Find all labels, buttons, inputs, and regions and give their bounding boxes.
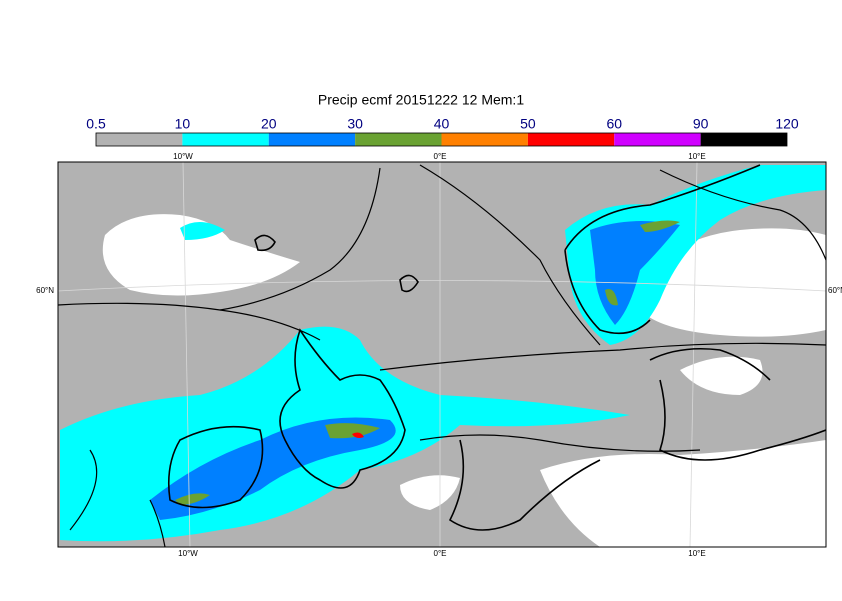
- color-bar-label: 120: [775, 116, 799, 132]
- color-bar-segment: [96, 133, 183, 146]
- precip-30-40: [175, 220, 680, 505]
- color-bar-segment: [441, 133, 528, 146]
- precip-50-60: [352, 432, 364, 438]
- lon-label: 10°E: [688, 549, 705, 558]
- axis-labels: 10°W 0°E 10°E 10°W 0°E 10°E 60°N 60°N: [36, 152, 842, 558]
- color-bar-frame: [95, 132, 788, 147]
- color-bar-segment: [614, 133, 701, 146]
- lon-label: 0°E: [434, 549, 447, 558]
- title: Precip ecmf 20151222 12 Mem:1: [318, 92, 524, 108]
- lon-label: 10°E: [688, 152, 705, 161]
- color-bar-segment: [355, 133, 442, 146]
- graticule: [58, 162, 826, 547]
- dry-areas: [102, 214, 826, 547]
- coastlines: [167, 164, 826, 531]
- color-bar-label: 20: [261, 116, 277, 132]
- lat-label: 60°N: [36, 286, 54, 295]
- lon-label: 0°E: [434, 152, 447, 161]
- color-bar-label: 10: [175, 116, 191, 132]
- color-bar-segment: [182, 133, 269, 146]
- map-frame: [57, 161, 827, 548]
- color-bar-label: 90: [693, 116, 709, 132]
- color-bar-label: 50: [520, 116, 536, 132]
- map: [58, 162, 826, 547]
- color-bar-segment: [268, 133, 356, 146]
- boundaries: [58, 164, 826, 547]
- lon-label: 10°W: [173, 152, 193, 161]
- color-bar-label: 0.5: [86, 116, 106, 132]
- lon-label: 10°W: [178, 549, 198, 558]
- color-bar-segment: [700, 133, 787, 146]
- color-bar-label: 40: [434, 116, 450, 132]
- color-bar-segment: [527, 133, 615, 146]
- color-bar-label: 30: [347, 116, 363, 132]
- color-bar-label: 60: [606, 116, 622, 132]
- color-bar: 0.5 10 20 30 40 50 60 90 120: [86, 116, 799, 147]
- lat-label: 60°N: [828, 286, 842, 295]
